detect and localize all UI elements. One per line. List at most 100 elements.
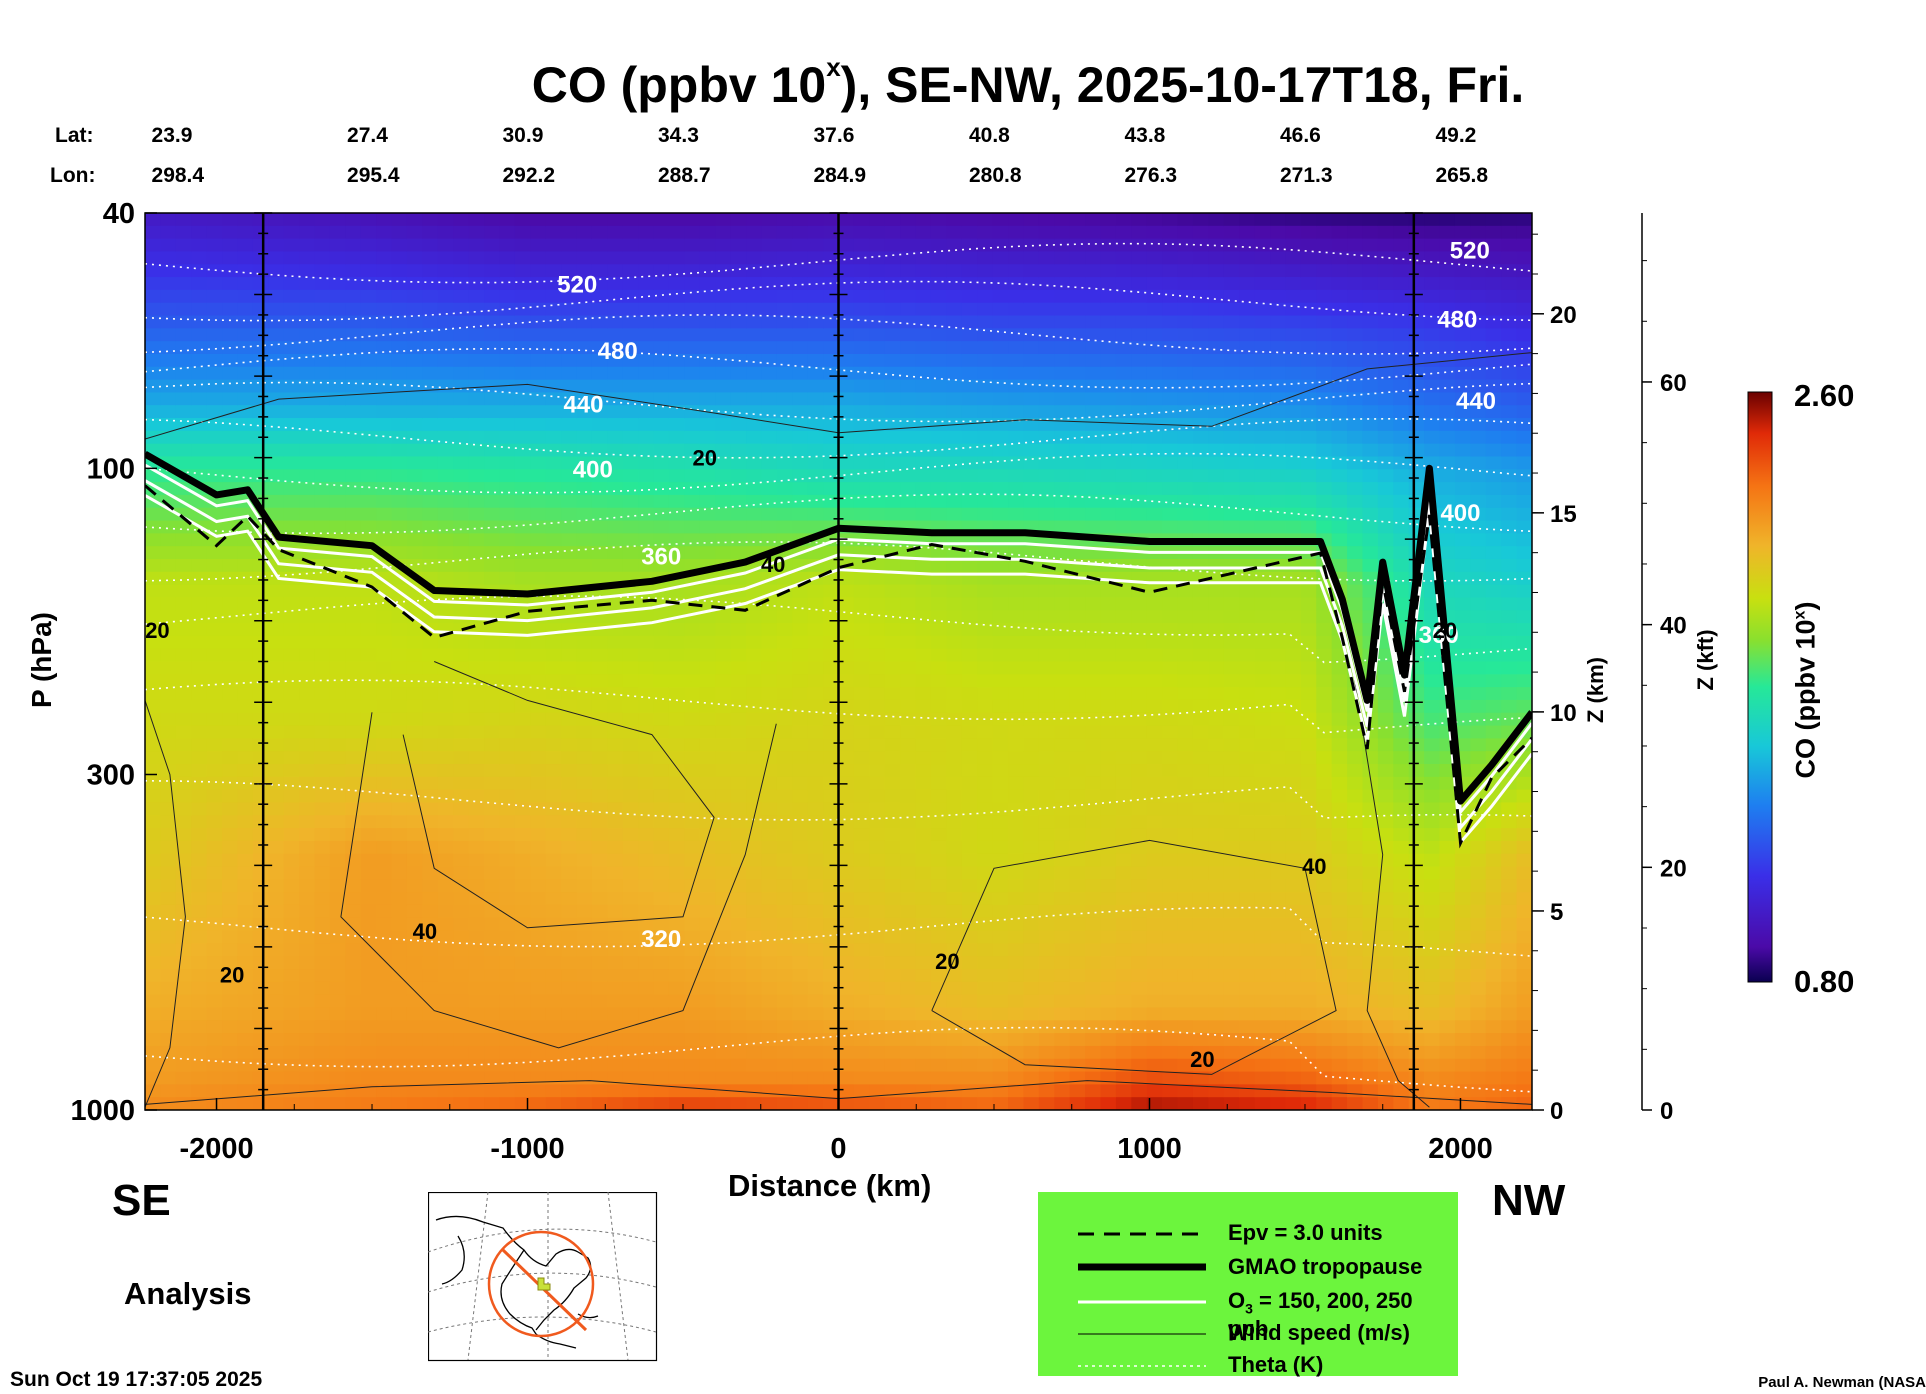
co-cell: [715, 738, 732, 752]
co-cell: [638, 1071, 655, 1085]
co-cell: [930, 699, 947, 714]
co-cell: [1008, 302, 1025, 317]
co-cell: [884, 635, 901, 650]
co-cell: [900, 917, 917, 932]
co-cell: [1131, 956, 1148, 970]
co-cell: [1223, 277, 1240, 291]
co-cell: [684, 482, 701, 496]
co-cell: [514, 238, 531, 253]
co-cell: [453, 469, 470, 483]
co-cell: [237, 341, 254, 355]
co-cell: [252, 1084, 269, 1098]
co-cell: [961, 764, 978, 778]
co-cell: [252, 635, 269, 650]
co-cell: [607, 815, 624, 829]
co-cell: [530, 482, 547, 496]
co-cell: [1192, 558, 1209, 573]
co-cell: [391, 943, 408, 957]
co-cell: [1023, 674, 1040, 688]
co-cell: [607, 969, 624, 983]
co-cell: [499, 764, 516, 778]
co-cell: [1208, 353, 1225, 368]
co-cell: [838, 546, 855, 560]
co-cell: [1177, 289, 1194, 304]
co-cell: [1223, 315, 1240, 329]
co-cell: [545, 1071, 562, 1085]
co-cell: [869, 213, 886, 227]
co-cell: [514, 482, 531, 496]
co-cell: [514, 571, 531, 586]
co-cell: [792, 956, 809, 970]
co-cell: [514, 328, 531, 342]
co-cell: [776, 302, 793, 317]
co-cell: [222, 648, 239, 663]
co-cell: [1146, 238, 1163, 253]
co-cell: [930, 751, 947, 765]
co-cell: [1008, 1007, 1025, 1021]
co-cell: [191, 315, 208, 329]
co-cell: [1162, 405, 1179, 419]
co-cell: [792, 1020, 809, 1034]
co-cell: [930, 635, 947, 650]
co-cell: [1008, 994, 1025, 1009]
co-cell: [838, 456, 855, 470]
co-cell: [1085, 584, 1102, 599]
co-cell: [946, 482, 963, 496]
co-cell: [314, 366, 331, 381]
co-cell: [715, 328, 732, 342]
co-cell: [422, 353, 439, 368]
co-cell: [961, 494, 978, 509]
co-cell: [591, 828, 608, 842]
co-cell: [792, 648, 809, 663]
co-cell: [545, 533, 562, 547]
co-cell: [268, 930, 285, 945]
co-cell: [468, 866, 485, 880]
co-cell: [206, 853, 223, 868]
co-cell: [576, 635, 593, 650]
co-cell: [1038, 584, 1055, 599]
co-cell: [530, 1084, 547, 1098]
co-cell: [591, 379, 608, 393]
co-cell: [761, 520, 778, 534]
co-cell: [746, 366, 763, 381]
co-cell: [1069, 917, 1086, 932]
co-cell: [222, 1045, 239, 1060]
co-cell: [468, 956, 485, 970]
co-cell: [314, 1045, 331, 1060]
co-cell: [884, 584, 901, 599]
co-cell: [545, 264, 562, 278]
co-cell: [1008, 699, 1025, 714]
co-cell: [1177, 1020, 1194, 1034]
co-cell: [838, 1007, 855, 1021]
co-cell: [191, 379, 208, 393]
co-cell: [1146, 213, 1163, 227]
co-cell: [329, 1084, 346, 1098]
co-cell: [668, 815, 685, 829]
co-cell: [900, 302, 917, 317]
co-cell: [468, 1045, 485, 1060]
co-cell: [792, 1045, 809, 1060]
co-cell: [946, 943, 963, 957]
co-cell: [237, 289, 254, 304]
co-cell: [591, 751, 608, 765]
co-cell: [977, 956, 994, 970]
co-cell: [715, 879, 732, 893]
co-cell: [499, 815, 516, 829]
co-cell: [869, 584, 886, 599]
co-cell: [299, 238, 316, 253]
co-cell: [391, 341, 408, 355]
co-cell: [977, 623, 994, 637]
co-cell: [622, 712, 639, 727]
co-cell: [545, 328, 562, 342]
co-cell: [191, 853, 208, 868]
co-cell: [206, 738, 223, 752]
co-cell: [699, 828, 716, 842]
co-cell: [376, 494, 393, 509]
co-cell: [884, 1033, 901, 1047]
co-cell: [699, 392, 716, 406]
co-cell: [900, 430, 917, 445]
co-cell: [530, 443, 547, 458]
co-cell: [1100, 251, 1117, 265]
co-cell: [1146, 341, 1163, 355]
co-cell: [961, 981, 978, 996]
